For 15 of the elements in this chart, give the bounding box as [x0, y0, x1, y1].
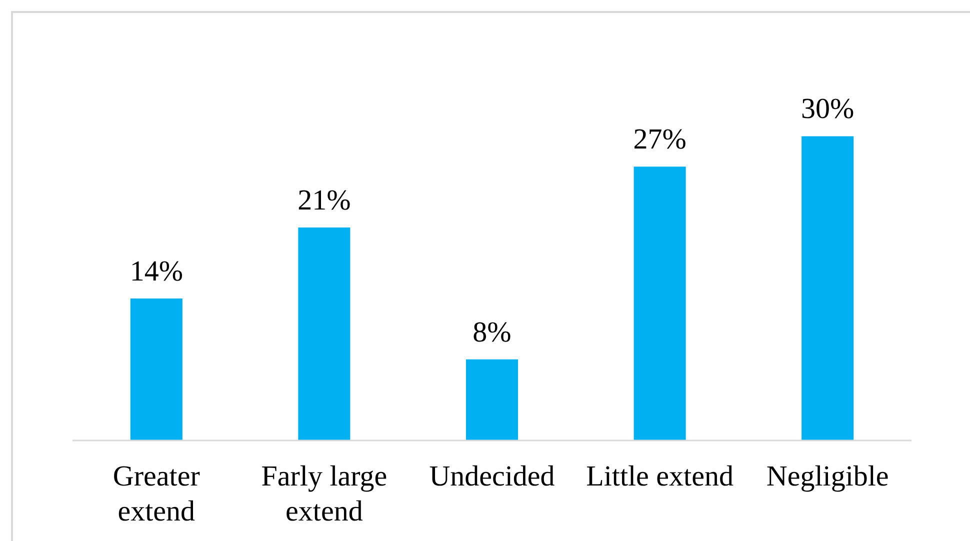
data-label: 21%	[298, 184, 351, 216]
data-label: 30%	[801, 93, 854, 126]
x-tick-label: Greater extend	[112, 460, 200, 528]
bar	[466, 359, 518, 440]
data-label: 8%	[472, 316, 512, 348]
x-tick-label: Farly large extend	[261, 460, 388, 528]
data-label: 27%	[633, 124, 686, 156]
x-tick-label: Undecided	[429, 460, 556, 492]
x-tick-label: Negligible	[766, 460, 889, 492]
bar	[634, 166, 686, 440]
bar	[130, 298, 182, 440]
bar	[298, 228, 350, 440]
data-label: 14%	[130, 256, 183, 288]
bar	[802, 136, 854, 440]
x-tick-label: Little extend	[586, 460, 734, 492]
